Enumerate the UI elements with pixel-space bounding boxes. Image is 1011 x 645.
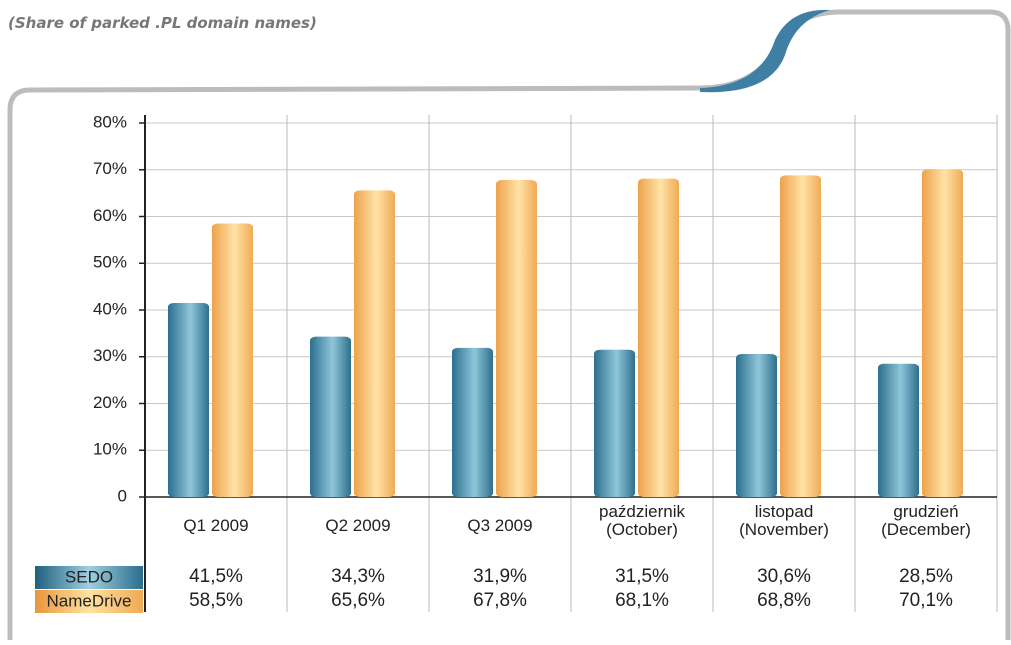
x-tick-label: Q1 2009 — [183, 516, 249, 535]
table-value: 28,5% — [899, 566, 953, 587]
bar — [452, 347, 493, 497]
y-tick-label: 40% — [93, 299, 127, 318]
table-value: 70,1% — [899, 590, 953, 611]
y-tick-label: 80% — [93, 112, 127, 131]
table-value: 41,5% — [189, 566, 243, 587]
y-tick-label: 0 — [118, 486, 127, 505]
y-tick-label: 30% — [93, 346, 127, 365]
x-tick-label: grudzień (December) — [881, 502, 971, 539]
x-tick-label: Q2 2009 — [325, 516, 391, 535]
x-tick-label: listopad (November) — [739, 502, 829, 539]
y-tick-label: 10% — [93, 440, 127, 459]
bar — [310, 336, 351, 497]
bar — [212, 223, 253, 497]
bar — [780, 175, 821, 498]
table-value: 67,8% — [473, 590, 527, 611]
table-value: 31,5% — [615, 566, 669, 587]
bar — [922, 169, 963, 497]
table-value: 31,9% — [473, 566, 527, 587]
legend-label: NameDrive — [46, 591, 131, 610]
table-value: 30,6% — [757, 566, 811, 587]
legend-swatch — [35, 566, 143, 589]
bar — [168, 302, 209, 497]
bar — [354, 190, 395, 497]
y-tick-label: 50% — [93, 253, 127, 272]
y-tick-label: 60% — [93, 206, 127, 225]
table-value: 68,8% — [757, 590, 811, 611]
bar — [638, 178, 679, 497]
y-tick-label: 70% — [93, 159, 127, 178]
table-value: 34,3% — [331, 566, 385, 587]
subtitle: (Share of parked .PL domain names) — [8, 14, 317, 32]
x-tick-label: Q3 2009 — [467, 516, 533, 535]
bar — [496, 180, 537, 497]
table-value: 58,5% — [189, 590, 243, 611]
swoosh — [700, 9, 830, 93]
bar — [736, 353, 777, 497]
table-value: 65,6% — [331, 590, 385, 611]
legend-swatch — [35, 590, 143, 613]
x-tick-label: październik (October) — [599, 502, 685, 539]
bar — [594, 349, 635, 497]
table-value: 68,1% — [615, 590, 669, 611]
y-tick-label: 20% — [93, 393, 127, 412]
bar — [878, 363, 919, 497]
legend-label: SEDO — [65, 567, 113, 586]
